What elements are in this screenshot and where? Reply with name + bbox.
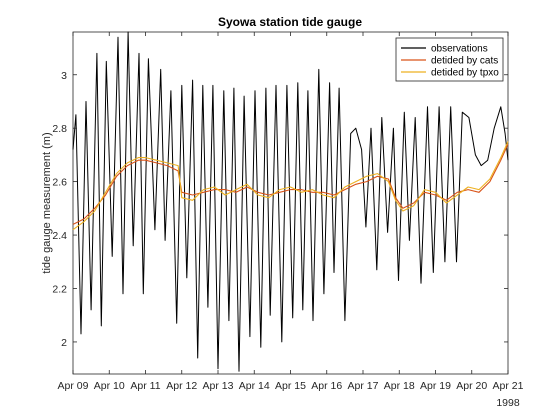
series-line-2: [72, 143, 509, 225]
legend-label: detided by tpxo: [431, 68, 499, 79]
y-tick-label: 2.8: [52, 123, 67, 135]
x-tick-label: Apr 19: [420, 380, 451, 392]
x-axis-year-note: 1998: [496, 397, 520, 409]
y-tick-label: 2: [61, 337, 67, 349]
x-axis: Apr 09 Apr 10 Apr 11 Apr 12 Apr 13 Apr 14 Apr …: [58, 32, 524, 392]
y-axis: 2 2.2 2.4 2.6 2.8 3: [52, 70, 508, 349]
x-tick-label: Apr 20: [456, 380, 487, 392]
x-tick-label: Apr 13: [203, 380, 234, 392]
series-line-1: [72, 31, 509, 372]
x-tick-label: Apr 17: [348, 380, 379, 392]
series-line-3: [72, 141, 509, 231]
x-tick-label: Apr 21: [493, 380, 524, 392]
legend-label: detided by cats: [431, 56, 498, 67]
y-axis-label: tide gauge measurement (m): [41, 132, 53, 273]
x-tick-label: Apr 14: [239, 380, 270, 392]
y-tick-label: 2.2: [52, 284, 67, 296]
x-tick-label: Apr 16: [311, 380, 342, 392]
y-tick-label: 2.4: [52, 230, 67, 242]
legend-label: observations: [431, 44, 488, 55]
x-tick-label: Apr 12: [166, 380, 197, 392]
series-layer: [72, 31, 509, 372]
chart-title: Syowa station tide gauge: [218, 15, 362, 29]
y-tick-label: 3: [61, 70, 67, 82]
y-tick-label: 2.6: [52, 177, 67, 189]
x-tick-label: Apr 11: [130, 380, 160, 392]
x-tick-label: Apr 09: [58, 380, 89, 392]
x-tick-label: Apr 18: [384, 380, 415, 392]
x-tick-label: Apr 15: [275, 380, 306, 392]
x-tick-label: Apr 10: [94, 380, 125, 392]
